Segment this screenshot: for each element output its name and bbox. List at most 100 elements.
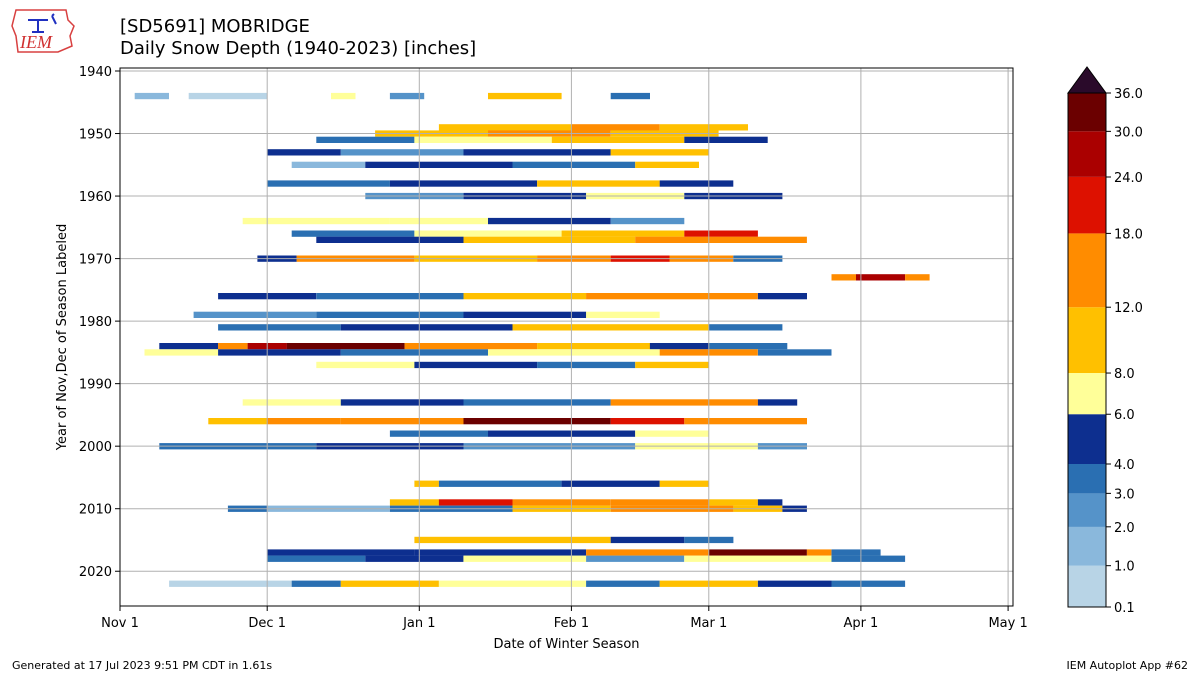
snow-depth-heatmap: Nov 1 Dec 1 Jan 1 Feb 1 Mar 1 Apr 1 May 1 1940… bbox=[55, 65, 1143, 652]
colorbar-bin bbox=[1068, 565, 1106, 607]
colorbar-tick-label: 8.0 bbox=[1114, 367, 1135, 382]
colorbar-extend-arrow bbox=[1067, 66, 1107, 94]
y-tick-label: 2020 bbox=[79, 565, 112, 580]
heatmap-cell-1973 bbox=[905, 274, 930, 281]
heatmap-cell-1958 bbox=[659, 180, 734, 187]
heatmap-cell-1944 bbox=[389, 92, 425, 100]
y-tick-label: 1970 bbox=[79, 253, 112, 268]
heatmap-cell-2022 bbox=[169, 580, 292, 587]
heatmap-cell-1993 bbox=[610, 399, 758, 406]
chart-title: [SD5691] MOBRIDGE bbox=[120, 16, 310, 37]
y-tick-label: 2000 bbox=[79, 440, 112, 455]
heatmap-cell-1964 bbox=[242, 217, 390, 225]
heatmap-cell-1953 bbox=[267, 149, 341, 156]
heatmap-cell-2018 bbox=[267, 555, 366, 562]
heatmap-cell-1966 bbox=[561, 230, 685, 237]
heatmap-cell-1985 bbox=[144, 349, 219, 356]
heatmap-cell-1944 bbox=[331, 92, 356, 100]
heatmap-cell-2022 bbox=[438, 580, 587, 587]
heatmap-cell-2009 bbox=[610, 499, 709, 506]
heatmap-cell-1984 bbox=[649, 343, 709, 350]
heatmap-cell-1967 bbox=[635, 236, 807, 243]
colorbar-tick-label: 12.0 bbox=[1114, 301, 1143, 316]
heatmap-cell-2022 bbox=[586, 580, 660, 587]
heatmap-cell-1993 bbox=[757, 399, 798, 406]
heatmap-cell-1955 bbox=[291, 161, 366, 168]
heatmap-cell-1944 bbox=[134, 92, 169, 100]
plot-frame bbox=[119, 67, 1014, 607]
heatmap-cell-1944 bbox=[610, 92, 650, 100]
heatmap-cell-1981 bbox=[340, 324, 513, 331]
colorbar-bin bbox=[1068, 526, 1106, 566]
app-id: IEM Autoplot App #62 bbox=[1066, 659, 1189, 672]
x-tick-label: Dec 1 bbox=[248, 616, 286, 631]
heatmap-cell-1973 bbox=[831, 274, 856, 281]
x-tick-label: Mar 1 bbox=[690, 616, 727, 631]
colorbar: 0.1 1.0 2.0 3.0 4.0 6.0 8.0 12.0 18.0 24.0 30.0 36.… bbox=[1067, 66, 1143, 616]
heatmap-cell-1973 bbox=[856, 274, 906, 281]
y-tick-label: 2010 bbox=[79, 503, 112, 518]
heatmap-cell-1993 bbox=[463, 399, 611, 406]
heatmap-cell-1976 bbox=[586, 293, 758, 300]
colorbar-tick-label: 36.0 bbox=[1114, 87, 1143, 102]
heatmap-cell-1951 bbox=[551, 136, 685, 143]
heatmap-cell-1976 bbox=[463, 293, 587, 300]
x-tick-label: May 1 bbox=[988, 616, 1027, 631]
heatmap-cell-2018 bbox=[586, 555, 685, 562]
heatmap-cell-1984 bbox=[537, 343, 650, 350]
heatmap-cell-1951 bbox=[316, 136, 415, 143]
y-axis-label: Year of Nov,Dec of Season Labeled bbox=[55, 224, 70, 451]
heatmap-cell-1944 bbox=[488, 92, 562, 100]
heatmap-cell-1985 bbox=[757, 349, 832, 356]
heatmap-cell-1966 bbox=[291, 230, 415, 237]
heatmap-cell-1996 bbox=[684, 418, 807, 425]
colorbar-bin bbox=[1068, 464, 1106, 494]
heatmap-cell-2009 bbox=[438, 499, 513, 506]
generated-timestamp: Generated at 17 Jul 2023 9:51 PM CDT in … bbox=[12, 659, 273, 672]
heatmap-cell-1979 bbox=[463, 311, 587, 318]
heatmap-cell-2015 bbox=[610, 536, 685, 544]
colorbar-bin bbox=[1068, 177, 1106, 234]
heatmap-cell-1996 bbox=[463, 418, 611, 425]
colorbar-tick-label: 18.0 bbox=[1114, 227, 1143, 242]
heatmap-cell-2017 bbox=[267, 549, 415, 556]
iem-logo: IEM bbox=[11, 9, 75, 53]
heatmap-cell-2018 bbox=[463, 555, 587, 562]
heatmap-cell-1976 bbox=[757, 293, 807, 300]
heatmap-cell-1984 bbox=[708, 343, 788, 350]
heatmap-cell-1964 bbox=[610, 217, 685, 225]
heatmap-cell-1979 bbox=[193, 311, 317, 318]
x-tick-label: Feb 1 bbox=[554, 616, 589, 631]
heatmap-cell-2006 bbox=[414, 480, 439, 487]
heatmap-cell-1966 bbox=[414, 230, 562, 237]
heatmap-cell-1984 bbox=[404, 343, 538, 350]
heatmap-cell-1953 bbox=[610, 149, 709, 156]
heatmap-cell-1949 bbox=[438, 124, 572, 131]
heatmap-cells bbox=[134, 92, 930, 587]
heatmap-cell-1949 bbox=[571, 124, 660, 131]
heatmap-cell-1985 bbox=[218, 349, 341, 356]
heatmap-cell-2006 bbox=[438, 480, 562, 487]
heatmap-cell-1967 bbox=[316, 236, 464, 243]
heatmap-cell-1949 bbox=[659, 124, 748, 131]
heatmap-cell-2022 bbox=[831, 580, 906, 587]
y-tick-label: 1960 bbox=[79, 190, 112, 205]
y-tick-label: 1950 bbox=[79, 128, 112, 143]
heatmap-cell-2018 bbox=[365, 555, 464, 562]
heatmap-cell-1984 bbox=[159, 343, 219, 350]
heatmap-cell-2018 bbox=[831, 555, 906, 562]
heatmap-cell-1953 bbox=[340, 149, 464, 156]
heatmap-cell-1996 bbox=[610, 418, 685, 425]
heatmap-cell-2017 bbox=[806, 549, 832, 556]
colorbar-bin bbox=[1068, 93, 1106, 132]
heatmap-cell-2006 bbox=[561, 480, 660, 487]
heatmap-cell-2017 bbox=[414, 549, 587, 556]
heatmap-cell-2006 bbox=[659, 480, 709, 487]
colorbar-tick-label: 1.0 bbox=[1114, 560, 1135, 575]
heatmap-cell-1979 bbox=[586, 311, 660, 318]
heatmap-cell-1981 bbox=[218, 324, 341, 331]
colorbar-frame bbox=[1067, 92, 1107, 608]
colorbar-tick-label: 30.0 bbox=[1114, 125, 1143, 140]
heatmap-cell-1987 bbox=[414, 361, 538, 369]
heatmap-cell-1993 bbox=[340, 399, 464, 406]
